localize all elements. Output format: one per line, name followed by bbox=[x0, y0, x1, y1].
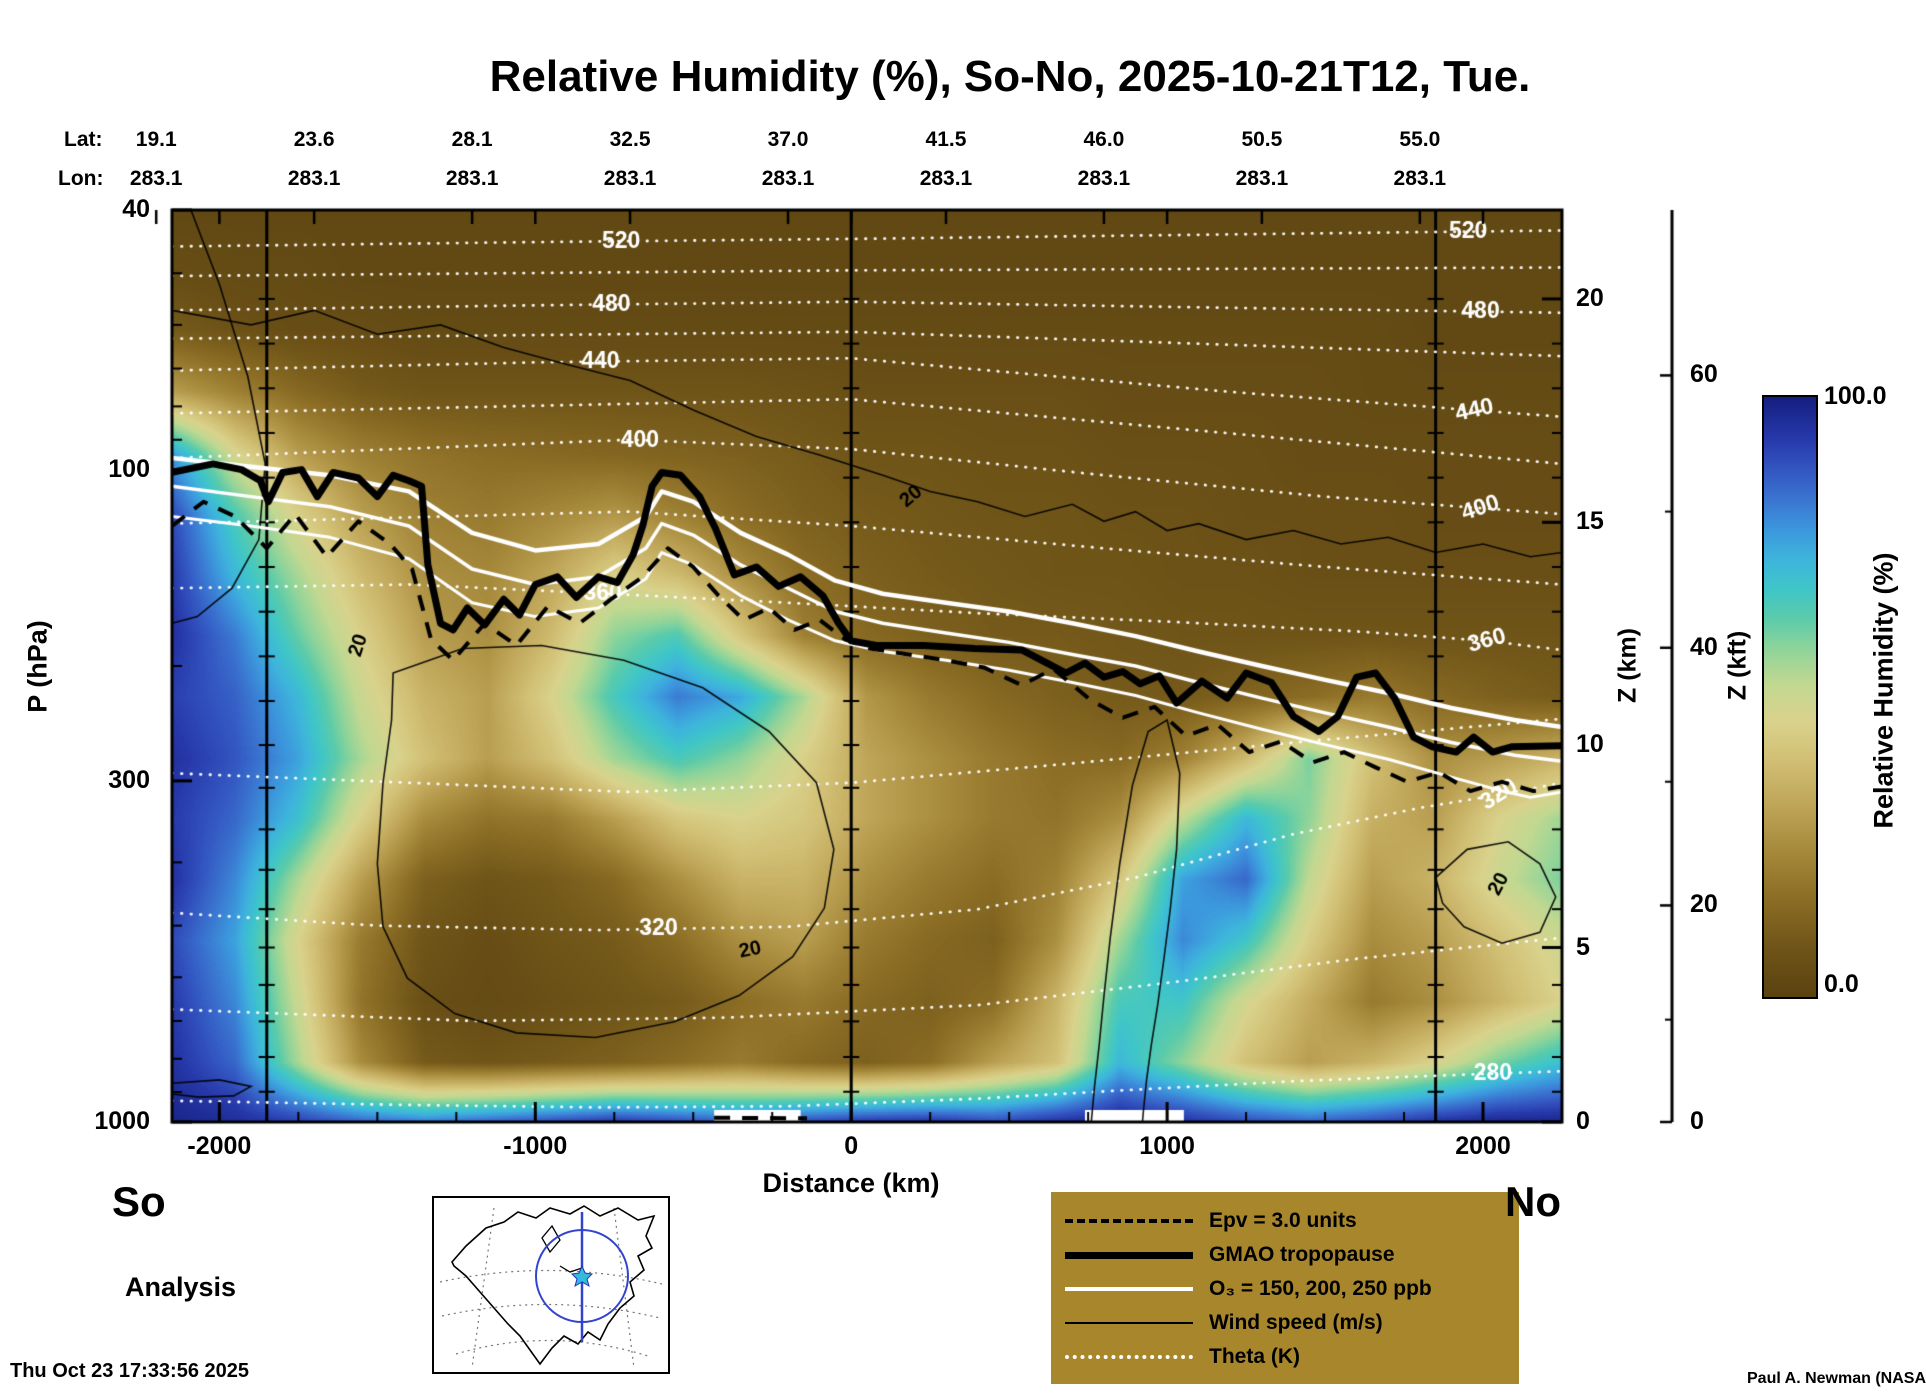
legend-entry-label: O₃ = 150, 200, 250 ppb bbox=[1209, 1277, 1432, 1300]
hudson-bay-outline bbox=[541, 1224, 561, 1254]
graticule-line bbox=[441, 1303, 661, 1319]
z-kft-tick-label: 60 bbox=[1690, 360, 1718, 389]
lon-tick-label: 283.1 bbox=[603, 167, 657, 190]
distance-tick-label: 0 bbox=[844, 1132, 859, 1160]
lon-tick-label: 283.1 bbox=[1393, 167, 1447, 190]
lat-tick-label: 41.5 bbox=[925, 128, 967, 151]
lon-tick-label: 283.1 bbox=[287, 167, 341, 190]
legend-line-sample-epv bbox=[1065, 1219, 1193, 1223]
colorbar-max-label: 100.0 bbox=[1824, 382, 1887, 410]
legend-entry-label: GMAO tropopause bbox=[1209, 1243, 1395, 1266]
lat-tick-label: 46.0 bbox=[1083, 128, 1125, 151]
lat-tick-label: 32.5 bbox=[609, 128, 651, 151]
transect-center-star bbox=[570, 1264, 594, 1288]
lat-tick-label: 19.1 bbox=[135, 128, 177, 151]
lon-tick-label: 283.1 bbox=[129, 167, 183, 190]
legend-line-sample-wind bbox=[1065, 1322, 1193, 1324]
lat-tick-label: 37.0 bbox=[767, 128, 809, 151]
z-km-axis-title: Z (km) bbox=[1613, 628, 1642, 703]
legend-entry: Epv = 3.0 units bbox=[1065, 1206, 1357, 1236]
distance-tick-label: 2000 bbox=[1455, 1132, 1511, 1160]
lat-axis-key: Lat: bbox=[64, 128, 103, 151]
colorbar-title: Relative Humidity (%) bbox=[1868, 552, 1899, 829]
z-km-tick-label: 20 bbox=[1576, 283, 1604, 312]
z-kft-tick-label: 0 bbox=[1690, 1107, 1704, 1135]
legend-line-sample-theta bbox=[1065, 1355, 1193, 1359]
pressure-tick-label: 300 bbox=[108, 765, 150, 794]
lon-tick-label: 283.1 bbox=[919, 167, 973, 190]
z-km-tick-label: 5 bbox=[1576, 932, 1590, 961]
lon-tick-label: 283.1 bbox=[1235, 167, 1289, 190]
legend-entry: O₃ = 150, 200, 250 ppb bbox=[1065, 1274, 1432, 1304]
legend-entry: Theta (K) bbox=[1065, 1342, 1300, 1372]
legend-entry-label: Wind speed (m/s) bbox=[1209, 1311, 1383, 1334]
legend-entry-label: Theta (K) bbox=[1209, 1345, 1300, 1368]
south-end-label: So bbox=[112, 1178, 166, 1225]
lat-tick-label: 55.0 bbox=[1399, 128, 1441, 151]
lat-tick-label: 50.5 bbox=[1241, 128, 1283, 151]
z-km-tick-label: 0 bbox=[1576, 1107, 1590, 1135]
legend-line-sample-trop bbox=[1065, 1251, 1193, 1259]
distance-tick-label: -1000 bbox=[503, 1132, 568, 1160]
coastline bbox=[451, 1205, 656, 1366]
north-end-label: No bbox=[1505, 1178, 1561, 1225]
graticule-line bbox=[455, 1339, 649, 1357]
pressure-tick-label: 40 bbox=[122, 195, 150, 223]
z-kft-axis-title: Z (kft) bbox=[1723, 630, 1752, 701]
colorbar bbox=[1762, 395, 1818, 999]
z-km-tick-label: 15 bbox=[1576, 507, 1604, 536]
z-kft-tick-label: 40 bbox=[1690, 632, 1718, 661]
analysis-label: Analysis bbox=[125, 1272, 237, 1302]
pressure-tick-label: 100 bbox=[108, 454, 150, 483]
legend-entry: Wind speed (m/s) bbox=[1065, 1308, 1383, 1338]
legend-entry: GMAO tropopause bbox=[1065, 1240, 1395, 1270]
legend: Epv = 3.0 units GMAO tropopause O₃ = 150, … bbox=[1051, 1192, 1519, 1384]
distance-tick-label: -2000 bbox=[187, 1132, 252, 1160]
lon-tick-label: 283.1 bbox=[761, 167, 815, 190]
z-kft-tick-label: 20 bbox=[1690, 890, 1718, 919]
great-lakes-outline bbox=[559, 1265, 583, 1273]
lat-tick-label: 23.6 bbox=[293, 128, 335, 151]
legend-entry-label: Epv = 3.0 units bbox=[1209, 1209, 1357, 1232]
chart-title: Relative Humidity (%), So-No, 2025-10-21… bbox=[489, 52, 1531, 101]
distance-axis-title: Distance (km) bbox=[762, 1168, 940, 1198]
legend-line-sample-o3 bbox=[1065, 1287, 1193, 1291]
distance-tick-label: 1000 bbox=[1139, 1132, 1195, 1160]
lon-axis-key: Lon: bbox=[58, 167, 104, 190]
map-inset bbox=[432, 1196, 670, 1374]
map-frame bbox=[432, 1196, 670, 1374]
z-km-tick-label: 10 bbox=[1576, 730, 1604, 759]
colorbar-min-label: 0.0 bbox=[1824, 970, 1859, 998]
lon-tick-label: 283.1 bbox=[445, 167, 499, 190]
credit-text: Paul A. Newman (NASA bbox=[1747, 1370, 1926, 1387]
creation-timestamp: Thu Oct 23 17:33:56 2025 bbox=[10, 1360, 250, 1382]
lat-tick-label: 28.1 bbox=[451, 128, 493, 151]
pressure-axis-title: P (hPa) bbox=[22, 620, 53, 713]
lon-tick-label: 283.1 bbox=[1077, 167, 1131, 190]
pressure-tick-label: 1000 bbox=[94, 1107, 150, 1135]
